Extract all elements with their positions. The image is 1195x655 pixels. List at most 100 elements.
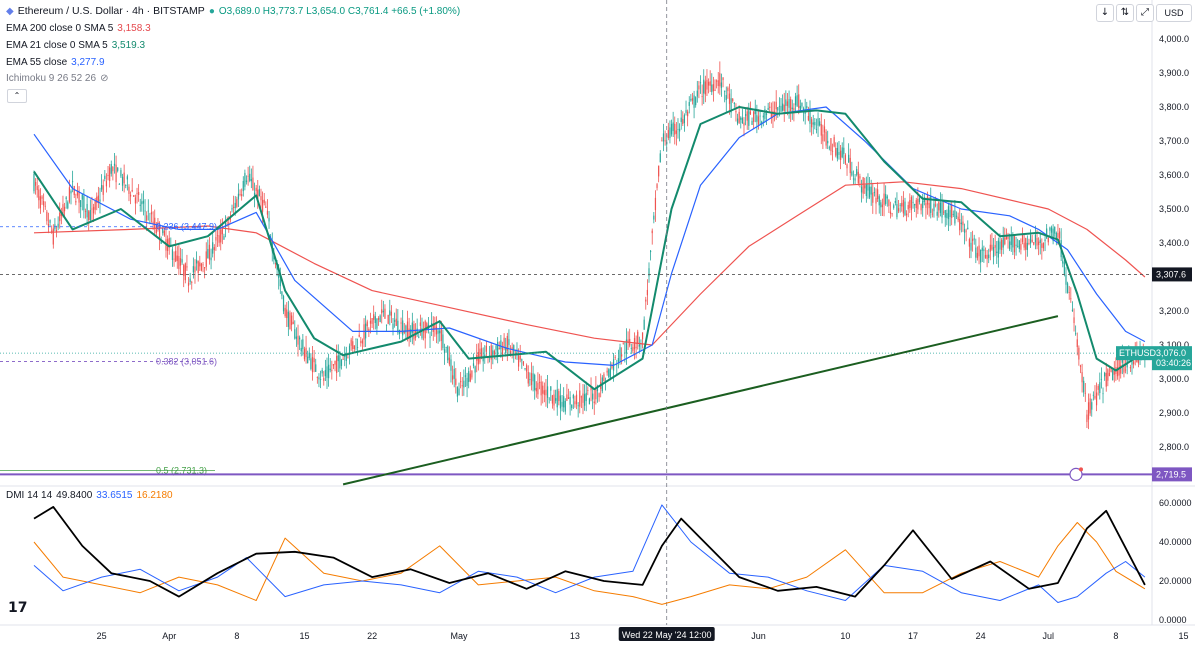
candle-body xyxy=(179,258,182,266)
candle-body xyxy=(250,179,252,182)
candle-body xyxy=(709,81,711,86)
candle-body xyxy=(754,108,756,115)
candle-body xyxy=(413,323,415,340)
candle-body xyxy=(806,106,808,109)
candle-body xyxy=(714,89,716,92)
candle-body xyxy=(746,111,748,121)
candle-body xyxy=(733,103,735,104)
candle-body xyxy=(830,138,832,152)
candle-body xyxy=(394,320,396,322)
legend-ema200[interactable]: EMA 200 close 0 SMA 5 3,158.3 xyxy=(6,23,155,34)
candle-body xyxy=(918,197,921,203)
candle-body xyxy=(81,194,83,200)
symbol-badge-label: ETHUSD xyxy=(1119,348,1157,358)
candle-body xyxy=(637,331,639,344)
candle-body xyxy=(1015,244,1017,246)
candle-body xyxy=(213,247,215,251)
candle-body xyxy=(741,117,743,124)
candle-body xyxy=(848,154,850,163)
candle-body xyxy=(736,118,739,124)
legend-ema55[interactable]: EMA 55 close 3,277.9 xyxy=(6,57,109,68)
candle-body xyxy=(1005,235,1008,240)
candle-body xyxy=(814,122,816,126)
candle-body xyxy=(571,404,573,409)
candle-body xyxy=(1020,244,1022,250)
candle-body xyxy=(538,382,541,383)
candle-body xyxy=(199,262,201,267)
candle-body xyxy=(1012,235,1014,248)
candle-body xyxy=(59,212,61,222)
candle-body xyxy=(1065,274,1067,285)
candle-body xyxy=(313,358,315,363)
candle-body xyxy=(1068,292,1070,294)
candle-body xyxy=(545,389,547,396)
fib-05-label: 0.5 (2,731.3) xyxy=(156,465,207,475)
candle-body xyxy=(983,249,985,252)
candle-body xyxy=(569,396,571,405)
candle-body xyxy=(922,200,924,209)
candle-body xyxy=(315,364,317,372)
collapse-legend-button[interactable]: ⌃ xyxy=(7,89,27,103)
candle-body xyxy=(695,97,697,106)
candle-body xyxy=(1129,367,1131,369)
candle-body xyxy=(33,173,35,192)
candle-body xyxy=(1095,392,1098,406)
legend-ema21[interactable]: EMA 21 close 0 SMA 5 3,519.3 xyxy=(6,40,149,51)
legend-dmi[interactable]: DMI 14 14 49.8400 33.6515 16.2180 xyxy=(6,490,177,501)
currency-selector[interactable]: USD xyxy=(1156,4,1192,22)
candle-body xyxy=(756,115,758,122)
legend-dmi-v1: 49.8400 xyxy=(56,490,93,501)
candle-body xyxy=(770,113,772,119)
candle-body xyxy=(740,117,742,120)
candle-body xyxy=(780,105,782,112)
candle-body xyxy=(1100,378,1103,380)
candle-body xyxy=(650,250,652,253)
candle-body xyxy=(849,157,851,174)
candle-body xyxy=(1047,237,1049,243)
candle-body xyxy=(171,249,174,261)
arrow-down-button[interactable]: ↓ xyxy=(1096,4,1114,22)
candle-body xyxy=(986,254,988,260)
candle-body xyxy=(706,79,708,90)
candle-body xyxy=(724,90,726,92)
candle-body xyxy=(988,254,990,259)
candle-body xyxy=(126,176,128,180)
candle-body xyxy=(204,267,206,269)
candle-body xyxy=(669,127,671,139)
candle-body xyxy=(385,324,388,326)
candle-body xyxy=(765,113,768,115)
candle-body xyxy=(793,107,795,111)
last-price-badge xyxy=(1152,346,1192,371)
candle-body xyxy=(308,352,310,358)
candle-body xyxy=(563,396,565,408)
candle-body xyxy=(152,221,154,224)
candle-body xyxy=(115,164,117,183)
candle-body xyxy=(812,122,814,125)
candle-body xyxy=(200,263,203,271)
candle-body xyxy=(907,205,909,210)
candle-body xyxy=(537,382,539,395)
candle-body xyxy=(609,368,611,379)
candle-body xyxy=(344,355,346,357)
candle-body xyxy=(439,330,441,334)
candle-body xyxy=(1120,365,1122,374)
candle-body xyxy=(247,175,249,177)
candle-body xyxy=(289,312,291,330)
candle-body xyxy=(1031,239,1033,242)
arrow-up-down-button[interactable]: ⇅ xyxy=(1116,4,1134,22)
candle-body xyxy=(92,206,95,214)
candle-body xyxy=(36,186,38,191)
candle-body xyxy=(138,191,140,196)
candle-body xyxy=(440,328,442,341)
expand-button[interactable]: ⤢ xyxy=(1136,4,1154,22)
candle-body xyxy=(559,395,562,409)
candle-body xyxy=(73,185,75,196)
adx-line xyxy=(33,505,1146,598)
legend-ichimoku[interactable]: Ichimoku 9 26 52 26 ⊘ xyxy=(6,73,112,84)
candle-body xyxy=(125,185,127,186)
candle-body xyxy=(358,334,360,337)
eye-off-icon[interactable]: ⊘ xyxy=(100,73,109,84)
candle-body xyxy=(585,392,587,402)
tradingview-logo-icon[interactable]: 17 xyxy=(8,600,28,616)
